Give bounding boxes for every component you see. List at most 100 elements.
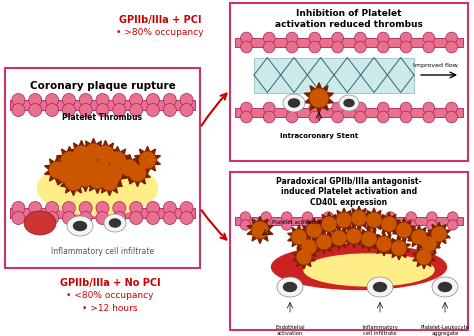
Circle shape	[240, 32, 252, 44]
Circle shape	[385, 212, 396, 222]
Circle shape	[63, 211, 75, 224]
Circle shape	[292, 230, 306, 244]
Circle shape	[446, 32, 457, 44]
Circle shape	[365, 220, 375, 230]
Circle shape	[355, 102, 366, 114]
Text: • >80% occupancy: • >80% occupancy	[116, 28, 204, 37]
Circle shape	[12, 103, 25, 117]
Ellipse shape	[37, 161, 157, 215]
Circle shape	[113, 202, 126, 214]
Circle shape	[309, 111, 320, 123]
Polygon shape	[378, 212, 401, 236]
Circle shape	[146, 211, 159, 224]
Polygon shape	[288, 225, 310, 249]
Polygon shape	[408, 225, 430, 249]
Circle shape	[240, 41, 252, 53]
Polygon shape	[298, 235, 320, 259]
Circle shape	[264, 41, 275, 53]
Circle shape	[377, 111, 389, 123]
Circle shape	[423, 41, 435, 53]
Circle shape	[146, 103, 159, 117]
Text: • <80% occupancy: • <80% occupancy	[66, 291, 154, 300]
Polygon shape	[373, 232, 395, 256]
Circle shape	[286, 102, 298, 114]
Circle shape	[317, 235, 331, 249]
Circle shape	[427, 220, 437, 230]
Circle shape	[129, 93, 143, 107]
Polygon shape	[343, 224, 365, 248]
Circle shape	[180, 93, 193, 107]
Circle shape	[96, 202, 109, 214]
Polygon shape	[100, 160, 127, 187]
Polygon shape	[135, 146, 160, 174]
Circle shape	[352, 211, 366, 225]
Polygon shape	[392, 218, 415, 242]
Circle shape	[446, 41, 457, 53]
Circle shape	[377, 32, 389, 44]
Circle shape	[286, 111, 298, 123]
Circle shape	[323, 220, 334, 230]
Polygon shape	[53, 160, 78, 187]
Circle shape	[423, 111, 435, 123]
Circle shape	[286, 41, 298, 53]
Circle shape	[417, 250, 431, 264]
Ellipse shape	[339, 95, 359, 111]
Circle shape	[347, 229, 361, 243]
Polygon shape	[64, 155, 91, 181]
Circle shape	[96, 103, 109, 117]
Circle shape	[163, 211, 176, 224]
Circle shape	[240, 102, 252, 114]
Circle shape	[392, 241, 406, 255]
Circle shape	[302, 240, 316, 254]
Circle shape	[49, 162, 65, 178]
Circle shape	[362, 232, 376, 246]
Circle shape	[129, 165, 146, 181]
Polygon shape	[125, 159, 150, 186]
Circle shape	[377, 237, 391, 251]
Ellipse shape	[104, 214, 126, 232]
Circle shape	[163, 103, 176, 117]
Circle shape	[70, 160, 85, 176]
Circle shape	[65, 174, 82, 190]
Circle shape	[98, 146, 113, 162]
Circle shape	[309, 102, 320, 114]
Circle shape	[286, 32, 298, 44]
Circle shape	[367, 213, 381, 227]
Ellipse shape	[438, 283, 452, 292]
Circle shape	[261, 220, 271, 230]
FancyBboxPatch shape	[230, 172, 468, 330]
Text: • >12 hours: • >12 hours	[82, 304, 138, 313]
Circle shape	[382, 217, 396, 231]
Circle shape	[322, 217, 336, 231]
Circle shape	[129, 103, 143, 117]
Polygon shape	[92, 140, 118, 168]
Text: Platelet-Leukocyte
aggregate: Platelet-Leukocyte aggregate	[420, 325, 469, 336]
Text: Platelet activation: Platelet activation	[272, 219, 322, 224]
Circle shape	[400, 111, 412, 123]
Polygon shape	[73, 164, 99, 192]
Circle shape	[129, 211, 143, 224]
Circle shape	[355, 41, 366, 53]
Polygon shape	[358, 227, 380, 251]
Circle shape	[101, 174, 118, 190]
Text: Inflammatory
cell infiltrate: Inflammatory cell infiltrate	[362, 325, 398, 336]
Circle shape	[29, 202, 42, 214]
Text: Intracoronary Stent: Intracoronary Stent	[280, 133, 358, 139]
Circle shape	[264, 102, 275, 114]
Bar	[10, 100, 195, 110]
Circle shape	[385, 220, 396, 230]
Polygon shape	[388, 236, 410, 260]
Circle shape	[240, 111, 252, 123]
Circle shape	[406, 212, 416, 222]
Polygon shape	[304, 83, 334, 113]
Circle shape	[377, 41, 389, 53]
Circle shape	[423, 102, 435, 114]
Circle shape	[113, 93, 126, 107]
Text: Paradoxical GPIIb/IIIa antagonist-
induced Platelet activation and
CD40L express: Paradoxical GPIIb/IIIa antagonist- induc…	[276, 177, 422, 207]
Polygon shape	[89, 155, 114, 181]
Circle shape	[113, 103, 126, 117]
Circle shape	[78, 170, 93, 186]
Circle shape	[180, 202, 193, 214]
Circle shape	[355, 111, 366, 123]
Polygon shape	[318, 212, 340, 236]
